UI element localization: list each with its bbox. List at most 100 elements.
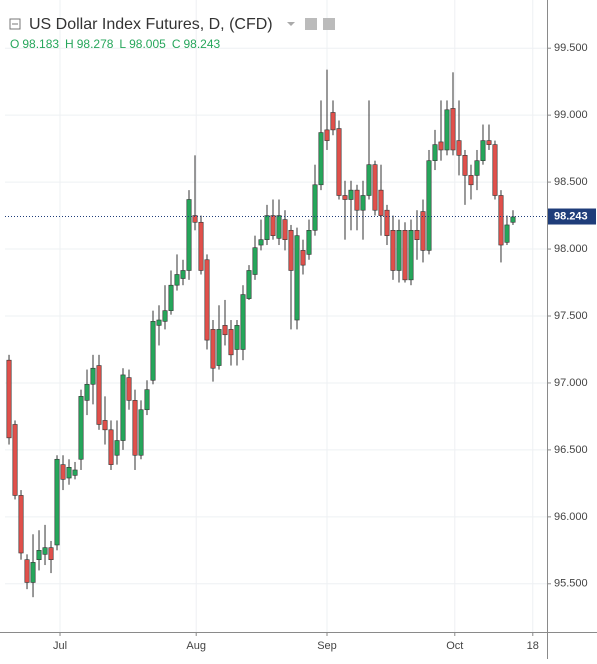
candle-body — [432, 144, 438, 161]
ohlc-legend-value: 98.183 — [22, 37, 59, 51]
ohlc-legend-value: 98.243 — [183, 37, 220, 51]
candle-body — [132, 400, 138, 456]
candle-body — [108, 429, 114, 465]
candle-body — [336, 128, 342, 196]
last-price-label: 98.243 — [554, 210, 588, 222]
candle-body — [276, 215, 282, 239]
x-tick-label: Oct — [446, 640, 463, 652]
candle-body — [174, 274, 180, 286]
candle-body — [270, 215, 276, 236]
candle-body — [18, 495, 24, 554]
y-tick-label: 95.500 — [554, 578, 588, 590]
candle-body — [402, 230, 408, 281]
ohlc-legend-key: O — [10, 37, 19, 51]
candle-body — [498, 195, 504, 246]
ohlc-legend: O 98.183 H 98.278 L 98.005 C 98.243 — [10, 37, 221, 51]
candle-body — [84, 383, 90, 401]
candle-body — [504, 224, 510, 243]
candle-body — [414, 230, 420, 240]
candle-body — [354, 189, 360, 211]
collapse-icon[interactable] — [9, 18, 21, 30]
candle-body — [210, 329, 216, 369]
candle-body — [372, 164, 378, 211]
candle-body — [450, 108, 456, 151]
candle-body — [438, 141, 444, 151]
chart-title: US Dollar Index Futures, D, (CFD) — [29, 16, 273, 33]
dropdown-icon[interactable] — [287, 22, 295, 26]
candle-body — [312, 184, 318, 231]
y-tick-label: 96.000 — [554, 511, 588, 523]
candle-body — [426, 160, 432, 251]
candle-body — [120, 374, 126, 441]
y-tick-label: 98.500 — [554, 176, 588, 188]
candle-body — [222, 325, 228, 336]
candle-body — [258, 239, 264, 246]
candle-body — [456, 140, 462, 156]
x-tick-label: Jul — [53, 640, 67, 652]
candle-body — [192, 215, 198, 223]
candle-body — [204, 259, 210, 341]
candle-body — [72, 469, 78, 476]
candle-body — [480, 140, 486, 161]
candle-body — [486, 140, 492, 145]
candle-body — [198, 221, 204, 271]
y-tick-label: 96.500 — [554, 444, 588, 456]
candle-body — [366, 164, 372, 196]
candle-body — [396, 230, 402, 271]
candle-body — [66, 467, 72, 479]
candles — [6, 69, 516, 598]
candle-body — [360, 195, 366, 211]
candle-body — [252, 247, 258, 275]
candle-body — [408, 230, 414, 281]
candle-body — [510, 216, 516, 223]
candle-body — [54, 458, 60, 546]
candle-body — [96, 365, 102, 425]
candle-body — [216, 329, 222, 366]
candle-body — [330, 112, 336, 131]
candle-body — [420, 211, 426, 251]
candle-body — [228, 329, 234, 356]
candle-body — [300, 250, 306, 266]
candle-body — [168, 284, 174, 311]
candle-body — [162, 310, 168, 322]
candle-body — [114, 440, 120, 456]
ohlc-legend-key: C — [172, 37, 181, 51]
candle-body — [240, 294, 246, 350]
ohlc-legend-key: H — [65, 37, 74, 51]
candle-body — [180, 270, 186, 279]
y-tick-label: 98.000 — [554, 243, 588, 255]
settings-icon[interactable] — [323, 18, 335, 30]
candle-body — [294, 235, 300, 321]
candle-body — [42, 547, 48, 555]
y-tick-label: 97.000 — [554, 377, 588, 389]
candle-body — [150, 321, 156, 381]
y-tick-label: 99.000 — [554, 109, 588, 121]
x-tick-label: 18 — [527, 640, 539, 652]
candle-body — [156, 319, 162, 326]
ohlc-legend-value: 98.278 — [77, 37, 114, 51]
candle-body — [492, 144, 498, 196]
candle-body — [444, 109, 450, 151]
candle-body — [144, 389, 150, 411]
candle-body — [246, 270, 252, 299]
candle-body — [462, 155, 468, 176]
candle-body — [474, 160, 480, 176]
candle-body — [264, 215, 270, 240]
candle-body — [90, 367, 96, 385]
candle-body — [234, 325, 240, 350]
last-price-box — [548, 208, 596, 225]
candle-body — [138, 409, 144, 456]
candle-body — [102, 420, 108, 431]
x-tick-label: Aug — [186, 640, 206, 652]
y-tick-label: 97.500 — [554, 310, 588, 322]
candle-body — [390, 230, 396, 271]
candle-body — [282, 219, 288, 240]
candle-body — [348, 189, 354, 200]
candle-body — [306, 230, 312, 255]
candle-body — [324, 129, 330, 141]
candle-body — [30, 562, 36, 583]
candle-body — [378, 189, 384, 216]
candle-body — [48, 547, 54, 560]
settings-icon[interactable] — [305, 18, 317, 30]
